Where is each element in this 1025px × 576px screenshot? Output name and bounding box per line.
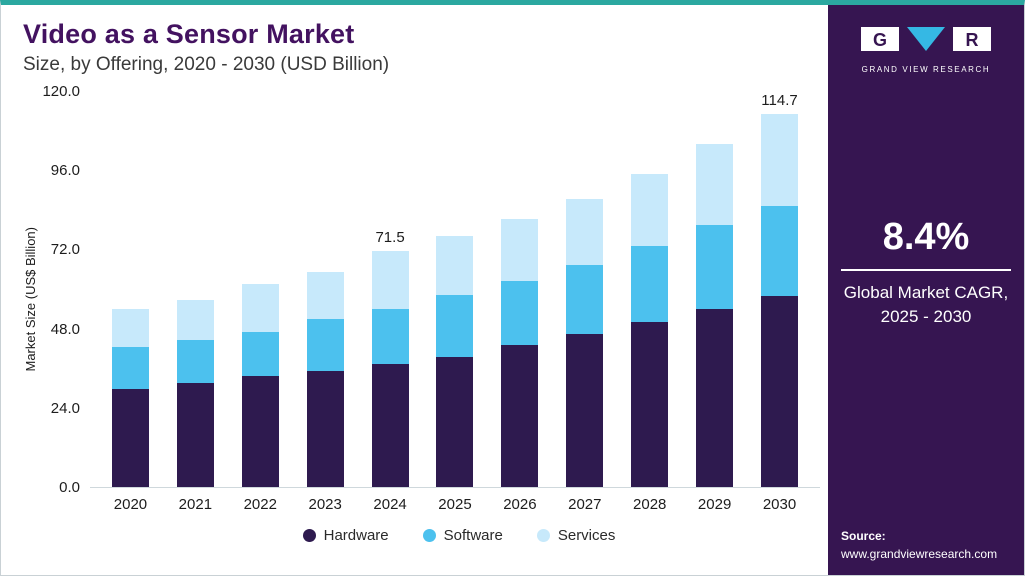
- bar-2020: [98, 92, 163, 487]
- y-tick-label: 96.0: [50, 162, 80, 180]
- bar-segment-services: [566, 199, 604, 265]
- bar-segment-services: [176, 299, 214, 340]
- bar-segment-services: [111, 309, 149, 347]
- bar-segment-services: [306, 271, 344, 319]
- x-tick-label-2026: 2026: [503, 496, 537, 513]
- cagr-value: 8.4%: [841, 216, 1011, 271]
- y-tick-label: 120.0: [42, 83, 80, 100]
- bar-2029: [682, 92, 747, 487]
- page-subtitle: Size, by Offering, 2020 - 2030 (USD Bill…: [23, 54, 390, 75]
- legend-label-services: Services: [557, 527, 616, 544]
- source-label: Source:: [841, 529, 886, 543]
- bar-segment-services: [631, 174, 669, 247]
- cagr-label: Global Market CAGR, 2025 - 2030: [841, 281, 1011, 329]
- bar-segment-hardware: [696, 309, 734, 487]
- svg-text:R: R: [966, 30, 979, 50]
- brand-sidebar: G R GRAND VIEW RESEARCH 8.4% Global Mark…: [828, 5, 1024, 575]
- bar-total-label-2030: 114.7: [761, 92, 798, 109]
- bar-segment-services: [241, 283, 279, 332]
- y-tick-label: 48.0: [50, 320, 80, 338]
- bar-segment-hardware: [371, 363, 409, 487]
- legend-dot-services: [536, 529, 550, 542]
- legend-item-hardware: Hardware: [302, 527, 389, 544]
- bar-segment-software: [436, 294, 474, 357]
- bar-segment-hardware: [566, 333, 604, 487]
- grand-view-research-logo-icon: G R: [861, 27, 991, 51]
- x-tick-label-2023: 2023: [308, 496, 342, 513]
- bar-2021: [163, 92, 228, 487]
- bar-segment-software: [761, 206, 799, 297]
- bar-segment-software: [176, 339, 214, 384]
- bar-2022: [228, 92, 293, 487]
- bar-segment-software: [501, 281, 539, 346]
- x-tick-label-2030: 2030: [762, 496, 797, 513]
- bar-segment-services: [501, 219, 539, 282]
- stacked-bar-chart: Market Size (US$ Billion) 0.0 24.0 48.0 72.…: [23, 83, 820, 567]
- bar-segment-services: [371, 251, 409, 309]
- bar-segment-hardware: [241, 375, 279, 487]
- legend-dot-hardware: [302, 529, 316, 542]
- cagr-label-line2: 2025 - 2030: [880, 306, 972, 326]
- bar-segment-software: [696, 225, 734, 310]
- y-axis-ticks: 0.0 24.0 48.0 72.0 96.0 120.0: [38, 83, 90, 496]
- chart-core: 0.0 24.0 48.0 72.0 96.0 120.0 71.5 114.7 2020 2…: [38, 83, 820, 567]
- bar-total-label-2024: 71.5: [375, 229, 405, 247]
- bar-2027: [552, 92, 617, 487]
- legend-dot-software: [422, 529, 436, 542]
- bar-2030: 114.7: [747, 92, 812, 487]
- x-axis-ticks: 2020 2021 2022 2023 2024 2025 2026 2027 2028 2029…: [90, 496, 820, 513]
- bar-segment-services: [696, 144, 734, 226]
- cagr-label-line1: Global Market CAGR,: [843, 283, 1009, 302]
- bar-segment-hardware: [436, 356, 474, 487]
- chart-panel: Video as a Sensor Market Size, by Offeri…: [1, 5, 828, 575]
- bar-2026: [487, 92, 552, 487]
- bar-2025: [423, 92, 488, 487]
- x-tick-label-2024: 2024: [373, 496, 407, 513]
- bar-segment-hardware: [761, 296, 799, 487]
- bar-segment-software: [566, 264, 604, 334]
- y-axis-title: Market Size (US$ Billion): [23, 227, 38, 372]
- bar-segment-services: [761, 114, 799, 207]
- legend-label-software: Software: [443, 527, 503, 544]
- bar-2028: [617, 92, 682, 487]
- y-tick-label: 72.0: [50, 241, 80, 259]
- legend-label-hardware: Hardware: [323, 527, 389, 544]
- y-tick-label: 24.0: [50, 399, 80, 417]
- bar-segment-hardware: [111, 388, 149, 487]
- x-tick-label-2021: 2021: [178, 496, 213, 513]
- brand-logo: G R GRAND VIEW RESEARCH: [841, 25, 1011, 74]
- legend-item-software: Software: [422, 527, 503, 544]
- plot-row: 0.0 24.0 48.0 72.0 96.0 120.0 71.5 114.7: [38, 83, 820, 496]
- x-tick-label-2029: 2029: [697, 496, 732, 513]
- plot-area: 71.5 114.7: [90, 92, 820, 488]
- bar-segment-software: [111, 346, 149, 389]
- legend-item-services: Services: [536, 527, 616, 544]
- bar-segment-software: [306, 318, 344, 371]
- chart-legend: Hardware Software Services: [98, 527, 820, 544]
- bar-2023: [293, 92, 358, 487]
- page-title: Video as a Sensor Market: [23, 19, 355, 49]
- source-url: www.grandviewresearch.com: [841, 547, 998, 561]
- svg-text:G: G: [873, 30, 887, 50]
- source-block: Source: www.grandviewresearch.com: [841, 527, 1011, 563]
- bar-segment-hardware: [631, 321, 669, 487]
- x-tick-label-2025: 2025: [438, 496, 472, 513]
- y-tick-label: 0.0: [59, 479, 80, 496]
- x-tick-label-2020: 2020: [113, 496, 148, 513]
- x-tick-label-2028: 2028: [633, 496, 667, 513]
- x-tick-label-2027: 2027: [568, 496, 602, 513]
- x-tick-label-2022: 2022: [243, 496, 277, 513]
- bar-2024: 71.5: [358, 92, 423, 487]
- bar-segment-services: [436, 236, 474, 295]
- bar-segment-hardware: [501, 345, 539, 487]
- bar-segment-hardware: [176, 383, 214, 487]
- bar-segment-hardware: [306, 370, 344, 487]
- bar-segment-software: [631, 246, 669, 322]
- cagr-block: 8.4% Global Market CAGR, 2025 - 2030: [841, 216, 1011, 329]
- bar-segment-software: [371, 308, 409, 364]
- bar-segment-software: [241, 331, 279, 376]
- brand-name: GRAND VIEW RESEARCH: [861, 65, 991, 74]
